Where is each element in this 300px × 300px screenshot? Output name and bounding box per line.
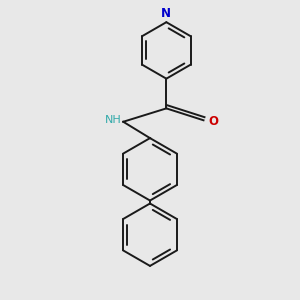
Text: O: O (209, 115, 219, 128)
Text: N: N (161, 7, 171, 20)
Text: NH: NH (105, 115, 122, 125)
